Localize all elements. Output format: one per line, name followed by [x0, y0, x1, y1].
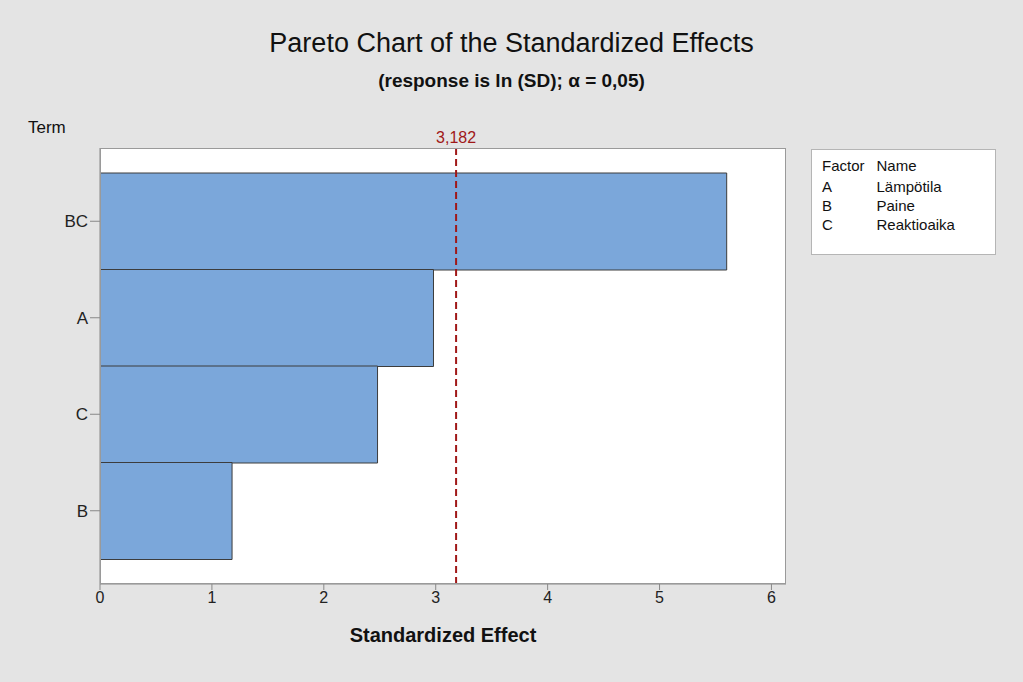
html-text:A: A — [822, 178, 832, 195]
svg-text:BC: BC — [64, 212, 88, 231]
svg-text:3,182: 3,182 — [436, 129, 476, 146]
svg-text:1: 1 — [207, 589, 216, 606]
svg-text:6: 6 — [767, 589, 776, 606]
html-text:Reaktioaika: Reaktioaika — [876, 216, 955, 233]
svg-text:3: 3 — [431, 589, 440, 606]
svg-text:2: 2 — [319, 589, 328, 606]
html-text:Paine: Paine — [876, 197, 915, 214]
svg-text:B: B — [77, 502, 88, 521]
svg-text:5: 5 — [655, 589, 664, 606]
html-text:Pareto Chart of the Standardiz: Pareto Chart of the Standardized Effects — [269, 28, 754, 58]
html-text:B: B — [822, 197, 832, 214]
svg-text:4: 4 — [543, 589, 552, 606]
svg-text:0: 0 — [96, 589, 105, 606]
html-text:(response is ln (SD); α = 0,05: (response is ln (SD); α = 0,05) — [378, 70, 645, 91]
html-text:Term: Term — [28, 118, 66, 137]
html-text:C: C — [822, 216, 833, 233]
html-text:Standardized Effect: Standardized Effect — [349, 624, 537, 646]
html-text:Factor: Factor — [822, 157, 865, 174]
html-text:Name: Name — [876, 157, 917, 174]
svg-text:C: C — [76, 405, 88, 424]
html-text:Lämpötila: Lämpötila — [876, 178, 942, 195]
svg-text:A: A — [77, 309, 89, 328]
